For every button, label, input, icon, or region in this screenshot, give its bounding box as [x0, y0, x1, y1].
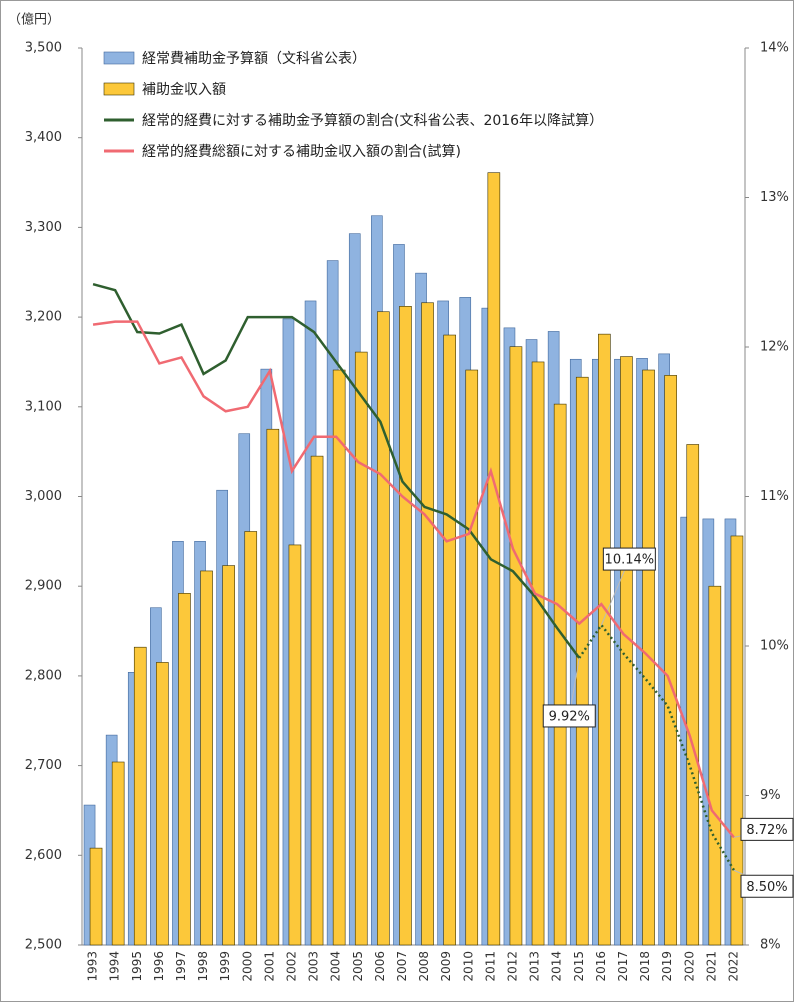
x-tick-label: 2007 — [395, 951, 409, 982]
y-tick-label: 3,100 — [25, 399, 62, 414]
y-axis-label: （億円） — [8, 12, 60, 28]
y2-tick-label: 11% — [760, 489, 789, 504]
data-label: 10.14% — [605, 553, 655, 568]
bar — [575, 376, 589, 946]
x-tick-label: 1996 — [152, 951, 166, 982]
x-tick-label: 2005 — [351, 951, 365, 982]
y-tick-label: 3,400 — [25, 130, 62, 145]
x-tick-label: 2018 — [638, 951, 652, 982]
label-box — [740, 874, 794, 898]
data-label: 9.92% — [549, 709, 590, 724]
x-tick-label: 2001 — [262, 951, 276, 982]
x-tick-label: 1998 — [196, 951, 210, 982]
bar — [200, 570, 213, 946]
legend-swatch — [103, 51, 135, 65]
bar — [465, 369, 479, 946]
bar — [598, 333, 611, 946]
x-tick-label: 2014 — [550, 951, 564, 982]
data-label: 8.50% — [746, 880, 787, 895]
bar — [332, 369, 346, 946]
data-label: 8.72% — [746, 823, 787, 838]
x-tick-label: 2022 — [726, 951, 740, 982]
bar — [509, 346, 523, 946]
y2-tick-label: 12% — [760, 340, 789, 355]
y2-tick-label: 8% — [760, 938, 781, 953]
y-tick-label: 3,000 — [25, 489, 62, 504]
bar — [222, 565, 235, 946]
y-tick-label: 3,200 — [25, 310, 62, 325]
bar — [487, 172, 501, 946]
y2-tick-label: 13% — [760, 190, 789, 205]
x-tick-label: 2004 — [329, 951, 343, 982]
x-tick-label: 2015 — [572, 951, 586, 982]
y-tick-label: 2,600 — [25, 848, 62, 863]
x-tick-label: 2016 — [594, 951, 608, 982]
line — [578, 622, 736, 871]
bar — [421, 302, 434, 946]
legend-label: 経常費補助金予算額（文科省公表） — [142, 51, 366, 67]
x-tick-label: 2003 — [307, 951, 321, 982]
bar — [664, 375, 677, 946]
bar — [244, 531, 258, 946]
y-tick-label: 3,300 — [25, 220, 62, 235]
bar — [111, 761, 125, 946]
bar — [310, 455, 324, 946]
bar — [708, 585, 722, 946]
bar — [133, 646, 147, 946]
x-tick-label: 2000 — [240, 951, 254, 982]
bar — [354, 351, 368, 946]
x-tick-label: 1995 — [130, 951, 144, 982]
bar — [178, 593, 191, 946]
x-tick-label: 1994 — [108, 951, 122, 982]
y2-tick-label: 14% — [760, 41, 789, 56]
label-box — [602, 547, 656, 571]
y-tick-label: 2,500 — [25, 938, 62, 953]
x-tick-label: 2019 — [660, 951, 674, 982]
bar — [620, 356, 633, 946]
bar — [531, 361, 545, 946]
x-tick-label: 2006 — [373, 951, 387, 982]
legend-label: 補助金収入額 — [142, 82, 226, 98]
x-tick-label: 2013 — [528, 951, 542, 982]
legend-label: 経常的経費総額に対する補助金収入額の割合(試算) — [142, 143, 461, 160]
line — [92, 283, 581, 659]
y-tick-label: 2,800 — [25, 668, 62, 683]
x-tick-label: 2009 — [439, 951, 453, 982]
x-tick-label: 1997 — [174, 951, 188, 982]
bar — [377, 311, 390, 946]
bar — [288, 544, 302, 946]
x-tick-label: 1999 — [218, 951, 232, 982]
x-tick-label: 2020 — [682, 951, 696, 982]
y2-tick-label: 9% — [760, 788, 781, 803]
legend-swatch — [103, 82, 135, 96]
bar — [266, 428, 280, 946]
x-tick-label: 2011 — [483, 951, 497, 982]
y-tick-label: 2,900 — [25, 579, 62, 594]
y-tick-label: 3,500 — [25, 41, 62, 56]
bar — [686, 444, 700, 946]
label-box — [740, 817, 794, 841]
bar — [553, 403, 567, 946]
bar — [443, 334, 456, 946]
x-tick-label: 2010 — [461, 951, 475, 982]
label-box — [542, 704, 596, 728]
x-tick-label: 2008 — [417, 951, 431, 982]
legend-label: 経常的経費に対する補助金予算額の割合(文科省公表、2016年以降試算） — [142, 112, 603, 129]
x-tick-label: 2012 — [505, 951, 519, 982]
y-tick-label: 2,700 — [25, 758, 62, 773]
x-tick-label: 2002 — [284, 951, 298, 982]
x-tick-label: 1993 — [86, 951, 100, 982]
line — [92, 320, 735, 839]
bar — [399, 306, 412, 946]
y2-tick-label: 10% — [760, 639, 789, 654]
bar — [156, 662, 169, 946]
x-tick-label: 2021 — [704, 951, 718, 982]
x-tick-label: 2017 — [616, 951, 630, 982]
bar — [730, 535, 744, 946]
bar — [89, 847, 103, 946]
